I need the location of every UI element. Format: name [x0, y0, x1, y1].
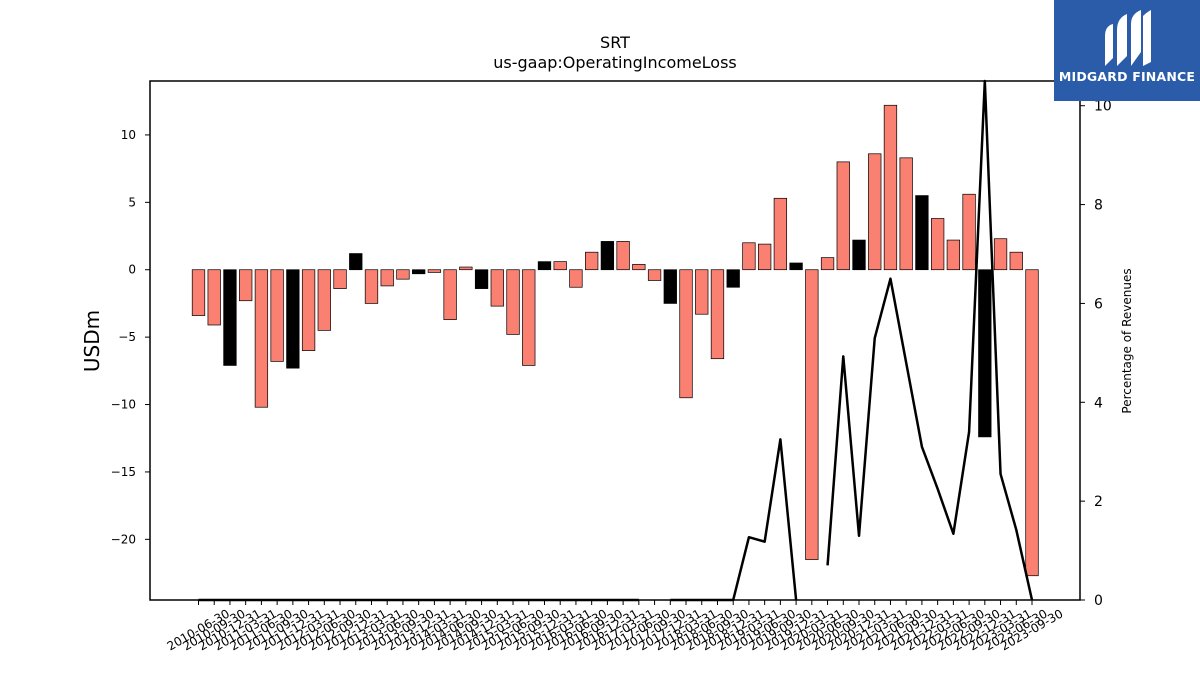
bar-2011-03-31	[239, 269, 253, 302]
bar-2020-09-30	[836, 161, 850, 271]
bar-2012-12-31	[349, 253, 363, 271]
bar-2015-03-31	[490, 269, 504, 307]
bar-2016-03-31	[553, 261, 567, 271]
bar-2023-09-30	[1025, 269, 1039, 577]
percentage-line-segment-2	[826, 79, 1034, 601]
bar-2018-09-30	[710, 269, 725, 360]
y-tick-label: 0	[128, 263, 136, 277]
bar-2020-12-31	[852, 239, 866, 271]
bar-2013-06-30	[380, 269, 394, 287]
y-tick-label: 10	[121, 128, 136, 142]
bar-2012-09-30	[333, 269, 347, 289]
bar-2013-12-31	[412, 269, 426, 275]
bar-2011-06-30	[254, 269, 269, 408]
bar-2015-09-30	[522, 269, 536, 366]
bar-2021-09-30	[899, 157, 913, 271]
bar-2016-12-31	[600, 241, 615, 271]
logo-text: MIDGARD FINANCE	[1058, 69, 1196, 84]
y-tick-label: −10	[111, 398, 136, 412]
bar-2017-12-31	[663, 269, 677, 304]
bar-2021-12-31	[915, 195, 929, 271]
y2-tick-label: 2	[1094, 494, 1103, 510]
bar-2019-03-31	[742, 242, 756, 271]
percentage-line-segment-1	[670, 438, 798, 602]
bar-2010-06-30	[191, 269, 206, 316]
y2-axis-ticks: 0 2 4 6 8 10	[1080, 99, 1112, 609]
y2-tick-label: 4	[1094, 395, 1103, 411]
bar-2011-12-31	[286, 269, 300, 369]
bar-2023-06-30	[1009, 251, 1023, 271]
bar-2010-12-31	[223, 269, 237, 366]
bar-2021-03-31	[868, 153, 882, 271]
bar-2023-03-31	[993, 238, 1008, 271]
y2-axis-label: Percentage of Revenues	[1120, 268, 1134, 413]
y2-tick-label: 0	[1094, 593, 1103, 609]
bar-2013-09-30	[396, 269, 410, 280]
bar-2014-12-31	[474, 269, 489, 289]
midgard-finance-logo: MIDGARD FINANCE	[1054, 0, 1200, 101]
bar-2014-06-30	[443, 269, 457, 320]
bar-2015-06-30	[506, 269, 520, 335]
bar-2021-06-30	[883, 104, 898, 271]
bar-2013-03-31	[364, 269, 379, 304]
bar-2022-03-31	[930, 218, 945, 271]
bar-2022-06-30	[946, 239, 961, 271]
bar-2018-06-30	[695, 269, 709, 315]
x-axis-ticks: 2010-06-302010-09-302010-12-312011-03-31…	[165, 600, 1066, 653]
plot-frame	[149, 80, 1081, 601]
bar-2014-09-30	[459, 266, 473, 271]
bar-2018-12-31	[726, 269, 740, 288]
y-axis-ticks: −20 −15 −10 −5 0 5 10	[111, 128, 150, 546]
bar-2019-06-30	[758, 243, 772, 271]
bar-2019-09-30	[773, 197, 788, 271]
y2-tick-label: 10	[1094, 99, 1112, 115]
bar-2020-03-31	[805, 269, 819, 560]
bar-2012-03-31	[301, 269, 316, 351]
y2-tick-label: 8	[1094, 198, 1103, 214]
bar-series	[191, 104, 1039, 577]
bar-2018-03-31	[679, 269, 693, 399]
chart-title: SRT	[600, 33, 630, 52]
bar-2010-09-30	[207, 269, 221, 326]
y2-tick-label: 6	[1094, 296, 1103, 312]
y-tick-label: −15	[111, 465, 136, 479]
chart-subtitle: us-gaap:OperatingIncomeLoss	[493, 53, 737, 72]
y-axis-label: USDm	[80, 310, 104, 372]
bar-2020-06-30	[820, 257, 835, 271]
bar-2012-06-30	[317, 269, 331, 331]
midgard-logo-icon	[1105, 10, 1151, 66]
bar-2017-03-31	[616, 241, 630, 271]
bar-2011-09-30	[270, 269, 284, 362]
y-tick-label: 5	[128, 195, 136, 209]
bar-2016-06-30	[569, 269, 583, 288]
y-tick-label: −20	[111, 532, 136, 546]
bar-2015-12-31	[537, 261, 552, 271]
bar-2017-06-30	[632, 263, 646, 271]
bar-2022-09-30	[962, 193, 976, 271]
bar-2019-12-31	[789, 262, 803, 271]
bar-2022-12-31	[978, 269, 992, 438]
y-tick-label: −5	[118, 330, 136, 344]
bar-2017-09-30	[647, 269, 662, 281]
bar-2014-03-31	[427, 269, 442, 273]
bar-2016-09-30	[585, 251, 599, 271]
